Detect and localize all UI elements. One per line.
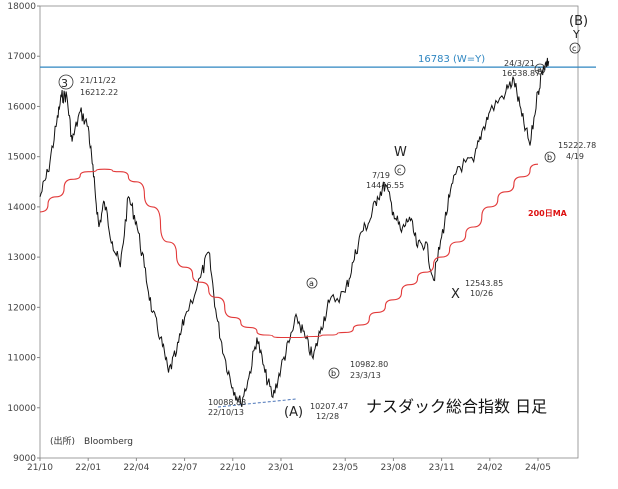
wave-b1-circle [328,367,340,379]
source-label: (出所) Bloomberg [50,435,133,447]
x-tick-label: 24/02 [477,463,503,473]
x-tick-label: 22/04 [123,463,149,473]
wave-W-c-mark: c [397,166,401,175]
a2-value: 16538.87 [502,69,540,78]
plot-frame [39,5,579,459]
X-date: 10/26 [470,289,493,298]
wave-b1-mark: b [331,369,336,378]
wave-a1-mark: a [309,279,314,288]
x-tick-label: 23/05 [332,463,358,473]
y-tick-label: 10000 [7,404,36,414]
b1-value: 10982.80 [350,360,388,369]
b2-value: 15222.78 [558,141,596,150]
wave-c2-circle [569,42,581,54]
A-low1-date: 22/10/13 [208,408,244,417]
y-tick-label: 11000 [7,354,36,364]
y-tick-label: 18000 [7,2,36,12]
x-tick-label: 24/05 [525,463,551,473]
wave-a2-mark: a [537,65,542,74]
wave-B-mark: (B) [569,14,588,29]
peak3-date: 21/11/22 [80,76,116,85]
b2-date: 4/19 [566,152,584,161]
y-tick-label: 9000 [13,454,36,464]
price-series-line [39,57,550,407]
wave-W-c-circle [394,164,406,176]
wave-b2-circle [544,151,556,163]
y-tick-label: 17000 [7,52,36,62]
X-value: 12543.85 [465,279,503,288]
wave-a2-circle [534,63,546,75]
A-low2-date: 12/28 [316,412,339,421]
ma-label: 200日MA [528,209,568,218]
x-tick-label: 21/10 [27,463,53,473]
b1-date: 23/3/13 [350,371,381,380]
w-equals-y-label: 16783 (W=Y) [418,54,485,65]
y-tick-label: 14000 [7,203,36,213]
x-tick-label: 23/01 [268,463,294,473]
wave-3-circle [58,74,74,90]
x-tick-label: 22/10 [220,463,246,473]
x-tick-label: 23/08 [380,463,406,473]
wave-3-mark: 3 [61,77,68,90]
wave-A-mark: (A) [284,405,303,420]
x-tick-label: 22/01 [75,463,101,473]
A-low1-value: 10088.83 [208,398,246,407]
y-tick-label: 13000 [7,253,36,263]
wave-Y-mark: Y [572,28,580,41]
a2-date: 24/3/21 [504,59,535,68]
y-tick-label: 15000 [7,153,36,163]
support-dashed-line [217,398,297,408]
wave-X-mark: X [451,287,460,302]
chart-title: ナスダック総合指数 日足 [366,397,547,416]
W-date: 7/19 [372,171,390,180]
wave-a1-circle [306,277,318,289]
A-low2-value: 10207.47 [310,402,348,411]
wave-b2-mark: b [547,153,552,162]
wave-c2-mark: c [572,44,576,53]
y-tick-label: 16000 [7,102,36,112]
peak3-value: 16212.22 [80,88,118,97]
x-tick-label: 22/07 [172,463,198,473]
x-tick-label: 23/11 [429,463,455,473]
ma-200-line [39,163,539,339]
wave-W-mark: W [394,145,407,160]
W-value: 14446.55 [366,181,404,190]
y-tick-label: 12000 [7,303,36,313]
